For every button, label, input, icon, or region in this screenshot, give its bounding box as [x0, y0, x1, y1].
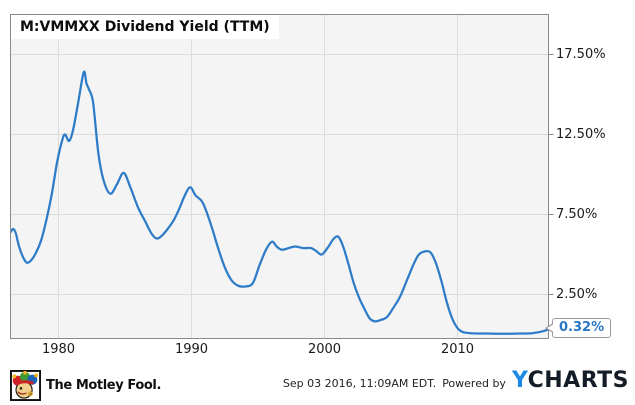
x-axis-label: 2000	[307, 342, 342, 357]
chart-border	[10, 14, 549, 339]
footer-brand: The Motley Fool.	[10, 370, 161, 401]
ycharts-logo-charts: CHARTS	[527, 368, 629, 393]
y-axis-label: 17.50%	[556, 46, 606, 62]
chart-title-chip: M:VMMXX Dividend Yield (TTM)	[11, 15, 279, 39]
y-axis-label: 2.50%	[556, 286, 598, 302]
ycharts-logo-y: Y	[511, 368, 528, 393]
last-value-label: 0.32%	[559, 320, 605, 336]
x-axis-label: 1990	[174, 342, 209, 357]
plot-area	[10, 14, 549, 339]
y-axis-label: 12.50%	[556, 126, 606, 142]
timestamp: Sep 03 2016, 11:09AM EDT.	[282, 377, 437, 390]
last-value-badge: 0.32%	[544, 318, 612, 339]
x-axis-label: 1980	[41, 342, 76, 357]
motley-fool-jester-icon	[10, 370, 41, 401]
x-axis-label: 2010	[440, 342, 475, 357]
powered-by-label: Powered by	[442, 377, 506, 390]
series-line	[10, 70, 549, 335]
ycharts-logo: YCHARTS	[512, 368, 629, 393]
chart-title: M:VMMXX Dividend Yield (TTM)	[20, 19, 270, 35]
y-axis-label: 7.50%	[556, 206, 598, 222]
motley-fool-wordmark: The Motley Fool.	[46, 378, 162, 393]
footer-attribution: Sep 03 2016, 11:09AM EDT. Powered by YCH…	[283, 368, 629, 393]
